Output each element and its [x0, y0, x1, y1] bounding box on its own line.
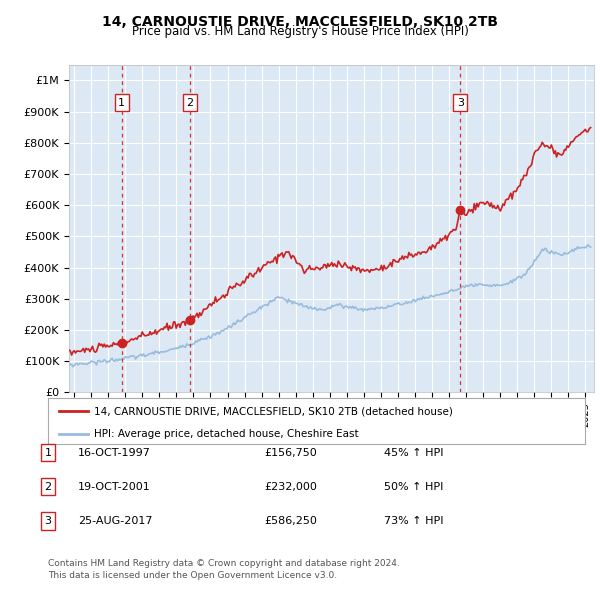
Text: £586,250: £586,250 [264, 516, 317, 526]
Text: 73% ↑ HPI: 73% ↑ HPI [384, 516, 443, 526]
Text: £156,750: £156,750 [264, 448, 317, 457]
Text: 16-OCT-1997: 16-OCT-1997 [78, 448, 151, 457]
Text: 19-OCT-2001: 19-OCT-2001 [78, 482, 151, 491]
Text: 2: 2 [44, 482, 52, 491]
Text: Price paid vs. HM Land Registry's House Price Index (HPI): Price paid vs. HM Land Registry's House … [131, 25, 469, 38]
Text: 3: 3 [457, 97, 464, 107]
Text: This data is licensed under the Open Government Licence v3.0.: This data is licensed under the Open Gov… [48, 571, 337, 580]
Text: 14, CARNOUSTIE DRIVE, MACCLESFIELD, SK10 2TB (detached house): 14, CARNOUSTIE DRIVE, MACCLESFIELD, SK10… [94, 406, 452, 416]
Text: £232,000: £232,000 [264, 482, 317, 491]
Text: HPI: Average price, detached house, Cheshire East: HPI: Average price, detached house, Ches… [94, 429, 358, 439]
Text: 14, CARNOUSTIE DRIVE, MACCLESFIELD, SK10 2TB: 14, CARNOUSTIE DRIVE, MACCLESFIELD, SK10… [102, 15, 498, 29]
Text: 2: 2 [187, 97, 194, 107]
Text: 25-AUG-2017: 25-AUG-2017 [78, 516, 152, 526]
Text: 45% ↑ HPI: 45% ↑ HPI [384, 448, 443, 457]
Text: 50% ↑ HPI: 50% ↑ HPI [384, 482, 443, 491]
Text: 1: 1 [118, 97, 125, 107]
Text: Contains HM Land Registry data © Crown copyright and database right 2024.: Contains HM Land Registry data © Crown c… [48, 559, 400, 568]
Text: 1: 1 [44, 448, 52, 457]
Text: 3: 3 [44, 516, 52, 526]
